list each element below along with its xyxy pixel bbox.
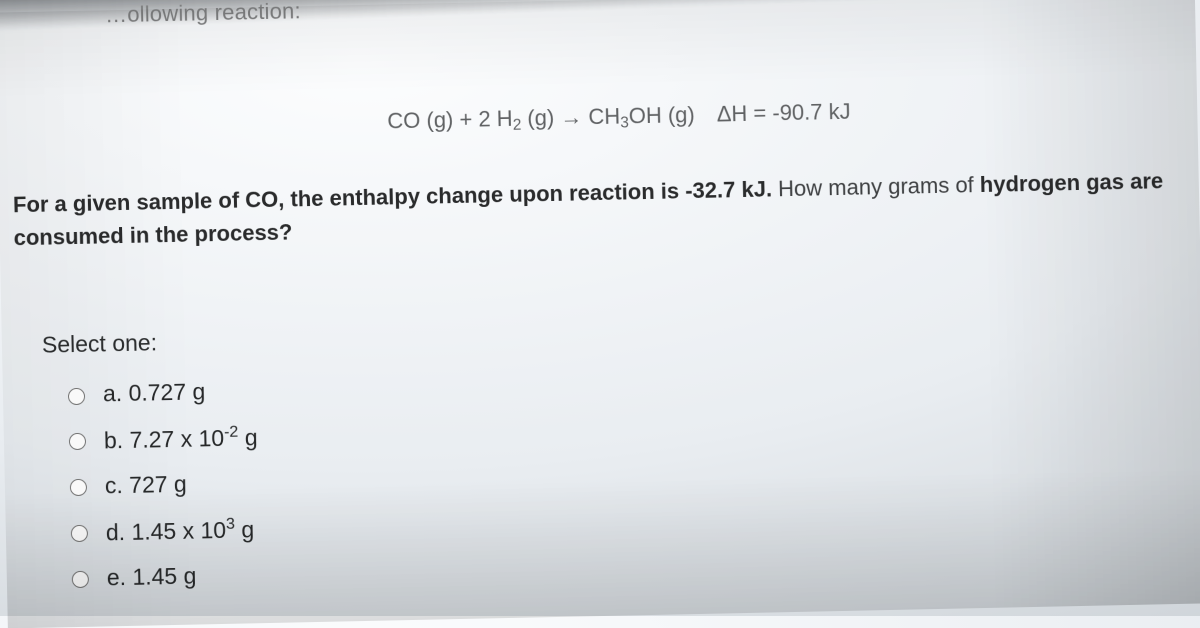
options-group: a. 0.727 g b. 7.27 x 10-2 g c. 727 g d. … — [63, 369, 262, 610]
select-one-label: Select one: — [42, 329, 158, 358]
radio-a[interactable] — [68, 387, 85, 404]
option-b-pre: b. 7.27 x 10 — [104, 425, 225, 454]
eq-plus: + — [453, 107, 479, 133]
question-line1-b: hydrogen gas are — [980, 168, 1164, 197]
eq-delta-h: ΔH = -90.7 kJ — [716, 99, 850, 127]
option-a-label: a. 0.727 g — [103, 378, 206, 407]
question-line2: consumed in the process? — [13, 219, 292, 250]
truncated-heading: …ollowing reaction: — [105, 0, 301, 28]
option-d-pre: d. 1.45 x 10 — [106, 517, 227, 546]
option-e-label: e. 1.45 g — [107, 562, 197, 591]
option-d[interactable]: d. 1.45 x 103 g — [66, 514, 260, 547]
option-b-label: b. 7.27 x 10-2 g — [104, 422, 258, 454]
radio-e[interactable] — [72, 571, 89, 588]
option-b-exp: -2 — [224, 423, 239, 441]
option-d-label: d. 1.45 x 103 g — [106, 514, 255, 546]
eq-arrow: → — [554, 104, 589, 130]
option-e[interactable]: e. 1.45 g — [67, 561, 261, 592]
option-c[interactable]: c. 727 g — [65, 469, 259, 500]
radio-c[interactable] — [70, 479, 87, 496]
option-b[interactable]: b. 7.27 x 10-2 g — [64, 422, 258, 455]
eq-rhs-post: OH (g) — [628, 102, 695, 128]
option-c-label: c. 727 g — [105, 471, 187, 500]
eq-co: CO (g) — [387, 107, 454, 133]
quiz-page: …ollowing reaction: CO (g) + 2 H2 (g) → … — [0, 0, 1200, 628]
radio-d[interactable] — [71, 525, 88, 542]
radio-b[interactable] — [69, 433, 86, 450]
reaction-equation: CO (g) + 2 H2 (g) → CH3OH (g)ΔH = -90.7 … — [387, 99, 851, 138]
question-text: For a given sample of CO, the enthalpy c… — [13, 163, 1198, 254]
option-d-post: g — [235, 516, 255, 542]
eq-h2-sub: 2 — [513, 116, 522, 133]
option-a[interactable]: a. 0.727 g — [63, 377, 257, 408]
question-line1-a: For a given sample of CO, the enthalpy c… — [13, 176, 773, 217]
option-b-post: g — [238, 424, 258, 450]
eq-h2-post: (g) — [521, 105, 555, 131]
eq-h2-pre: 2 H — [478, 106, 513, 132]
question-line1-plain: How many grams of — [772, 172, 980, 201]
eq-rhs-pre: CH — [588, 104, 620, 130]
